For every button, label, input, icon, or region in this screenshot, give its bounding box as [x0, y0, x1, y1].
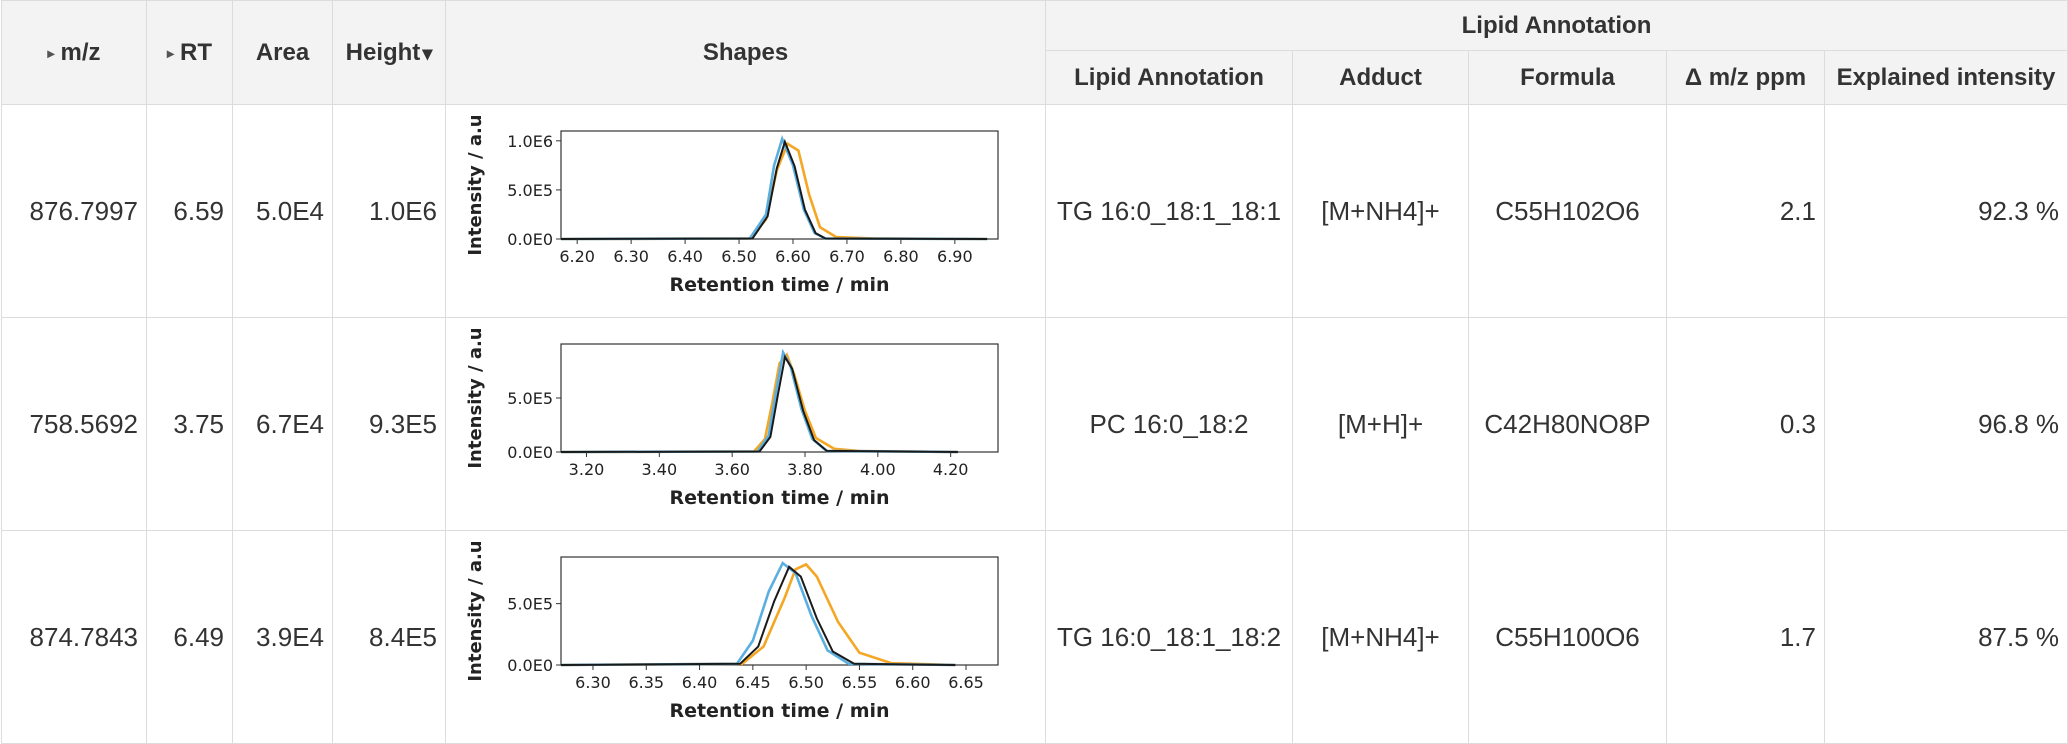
x-tick-label: 6.70	[829, 247, 865, 266]
x-tick-label: 6.60	[775, 247, 811, 266]
column-header-formula[interactable]: Formula	[1468, 50, 1667, 105]
cell-mz: 874.7843	[1, 530, 147, 744]
x-axis-label: Retention time / min	[669, 487, 889, 509]
x-tick-label: 3.60	[714, 460, 750, 479]
table-row[interactable]: 876.7997 6.59 5.0E4 1.0E6 6.20 6.30 6.40 6.…	[1, 104, 2068, 318]
triangle-right-icon[interactable]: ▸	[166, 44, 175, 61]
cell-height: 9.3E5	[332, 317, 446, 531]
peak-shape-chart: 3.20 3.40 3.60 3.80 4.00 4.20 0.0E0 5.0E5 Retent…	[465, 327, 999, 509]
sort-descending-icon[interactable]: ▾	[422, 42, 433, 65]
y-axis-label: Intensity / a.u	[465, 327, 486, 468]
column-header-area[interactable]: Area	[232, 0, 333, 105]
series-line	[560, 564, 955, 666]
cell-ppm: 2.1	[1666, 104, 1825, 318]
x-axis-label: Retention time / min	[669, 700, 889, 722]
cell-formula: C55H102O6	[1468, 104, 1667, 318]
series-line	[560, 562, 955, 666]
cell-lipid-annotation: TG 16:0_18:1_18:1	[1045, 104, 1293, 318]
column-header-adduct[interactable]: Adduct	[1292, 50, 1469, 105]
y-axis-label: Intensity / a.u	[465, 540, 486, 681]
y-tick-label: 5.0E5	[507, 389, 553, 408]
x-tick-label: 3.40	[641, 460, 677, 479]
y-tick-label: 0.0E0	[507, 230, 553, 249]
table-row[interactable]: 758.5692 3.75 6.7E4 9.3E5 3.20 3.40 3.60 3.…	[1, 317, 2068, 531]
x-tick-label: 4.00	[860, 460, 896, 479]
cell-ppm: 0.3	[1666, 317, 1825, 531]
column-header-height[interactable]: Height ▾	[332, 0, 446, 105]
x-tick-label: 6.50	[788, 673, 824, 692]
column-header-rt[interactable]: ▸ RT	[146, 0, 233, 105]
y-tick-label: 5.0E5	[507, 594, 553, 613]
peak-shape-chart: 6.30 6.35 6.40 6.45 6.50 6.55 6.60 6.65 0.0E0 5.0…	[465, 540, 999, 722]
x-tick-label: 6.40	[681, 673, 717, 692]
series-line	[560, 353, 958, 453]
column-header-shapes[interactable]: Shapes	[445, 0, 1046, 105]
cell-explained-intensity: 92.3 %	[1823, 104, 2068, 318]
triangle-right-icon[interactable]: ▸	[47, 44, 55, 61]
x-tick-label: 3.80	[787, 460, 823, 479]
cell-rt: 6.49	[146, 530, 233, 744]
cell-area: 5.0E4	[232, 104, 333, 318]
cell-lipid-annotation: TG 16:0_18:1_18:2	[1045, 530, 1293, 744]
x-tick-label: 4.20	[932, 460, 968, 479]
x-tick-label: 6.20	[559, 247, 595, 266]
cell-mz: 876.7997	[1, 104, 147, 318]
column-header-lipid-annotation[interactable]: Lipid Annotation	[1045, 50, 1293, 105]
cell-explained-intensity: 96.8 %	[1823, 317, 2068, 531]
column-header-mz[interactable]: ▸ m/z	[1, 0, 147, 105]
cell-mz: 758.5692	[1, 317, 147, 531]
cell-adduct: [M+NH4]+	[1292, 104, 1469, 318]
x-tick-label: 6.80	[883, 247, 919, 266]
y-tick-label: 0.0E0	[507, 656, 553, 675]
x-tick-label: 6.65	[948, 673, 984, 692]
cell-lipid-annotation: PC 16:0_18:2	[1045, 317, 1293, 531]
cell-shape: 6.20 6.30 6.40 6.50 6.60 6.70 6.80 6.90 0.0E0 5.0…	[445, 104, 1046, 318]
x-tick-label: 6.30	[613, 247, 649, 266]
x-tick-label: 6.45	[735, 673, 771, 692]
cell-formula: C42H80NO8P	[1468, 317, 1667, 531]
column-header-ppm[interactable]: Δ m/z ppm	[1666, 50, 1825, 105]
y-tick-label: 5.0E5	[507, 180, 553, 199]
x-tick-label: 6.40	[667, 247, 703, 266]
x-axis-label: Retention time / min	[669, 274, 889, 296]
y-tick-label: 0.0E0	[507, 443, 553, 462]
column-header-explained-intensity[interactable]: Explained intensity	[1823, 50, 2068, 105]
peak-shape-chart: 6.20 6.30 6.40 6.50 6.60 6.70 6.80 6.90 0.0E0 5.0…	[465, 114, 999, 296]
x-tick-label: 6.55	[841, 673, 877, 692]
cell-rt: 3.75	[146, 317, 233, 531]
table-row[interactable]: 874.7843 6.49 3.9E4 8.4E5 6.30 6.35 6.40 6.…	[1, 530, 2068, 744]
y-tick-label: 1.0E6	[507, 131, 553, 150]
cell-ppm: 1.7	[1666, 530, 1825, 744]
cell-area: 6.7E4	[232, 317, 333, 531]
x-tick-label: 6.90	[937, 247, 973, 266]
cell-rt: 6.59	[146, 104, 233, 318]
cell-height: 8.4E5	[332, 530, 446, 744]
cell-adduct: [M+NH4]+	[1292, 530, 1469, 744]
series-line	[560, 138, 987, 240]
column-group-lipid-annotation: Lipid Annotation	[1044, 0, 2068, 51]
cell-shape: 6.30 6.35 6.40 6.45 6.50 6.55 6.60 6.65 0.0E0 5.0…	[445, 530, 1046, 744]
cell-height: 1.0E6	[332, 104, 446, 318]
cell-area: 3.9E4	[232, 530, 333, 744]
x-tick-label: 6.50	[721, 247, 757, 266]
y-axis-label: Intensity / a.u	[465, 114, 486, 255]
x-tick-label: 6.30	[575, 673, 611, 692]
x-tick-label: 6.35	[628, 673, 664, 692]
x-tick-label: 6.60	[894, 673, 930, 692]
cell-explained-intensity: 87.5 %	[1823, 530, 2068, 744]
cell-shape: 3.20 3.40 3.60 3.80 4.00 4.20 0.0E0 5.0E5 Retent…	[445, 317, 1046, 531]
cell-formula: C55H100O6	[1468, 530, 1667, 744]
plot-frame	[559, 342, 999, 453]
x-tick-label: 3.20	[568, 460, 604, 479]
cell-adduct: [M+H]+	[1292, 317, 1469, 531]
